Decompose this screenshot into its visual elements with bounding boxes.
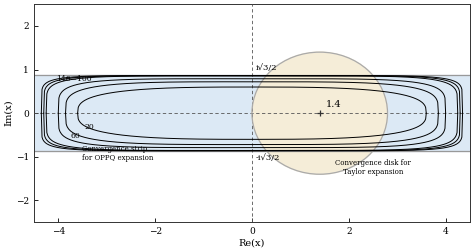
Text: 140=100: 140=100 [56,75,91,83]
Text: -i√3/2: -i√3/2 [256,154,280,162]
Circle shape [252,52,388,174]
Text: 20: 20 [85,123,95,131]
Y-axis label: Im(x): Im(x) [4,100,13,127]
Text: 60: 60 [70,132,80,140]
X-axis label: Re(x): Re(x) [239,239,265,248]
Text: Convergence strip
for OPPQ expansion: Convergence strip for OPPQ expansion [82,145,154,162]
Text: i√3/2: i√3/2 [256,64,277,72]
Text: 1.4: 1.4 [326,100,341,109]
Text: Convergence disk for
Taylor expansion: Convergence disk for Taylor expansion [335,159,411,176]
